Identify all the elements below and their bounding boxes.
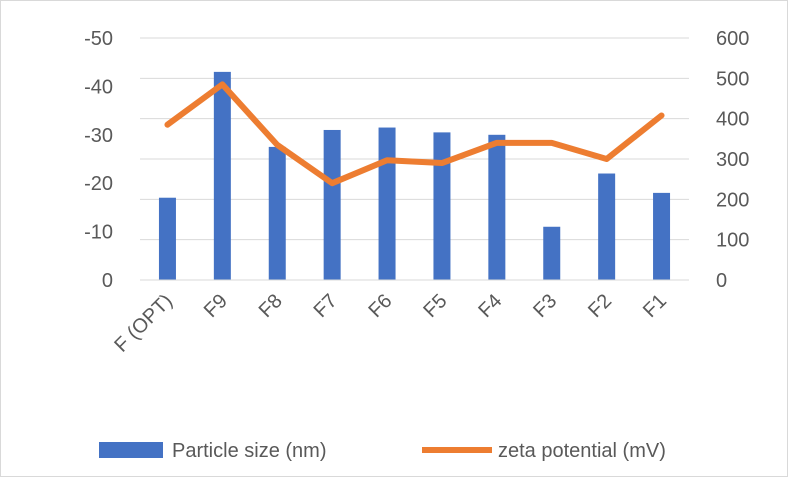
x-tick-label: F1 <box>639 290 671 322</box>
line-point <box>221 83 223 85</box>
bar <box>598 173 616 280</box>
legend-swatch-particle-size <box>99 442 163 458</box>
x-tick-label: F9 <box>200 290 232 322</box>
x-tick-label: F4 <box>474 290 506 322</box>
line-point <box>276 144 278 146</box>
y-axis-left: -50 -40 -30 -20 -10 0 <box>84 28 113 292</box>
line-point <box>441 162 443 164</box>
line-point <box>551 142 553 144</box>
bar <box>433 132 451 280</box>
line-point <box>661 114 663 116</box>
bar <box>378 127 396 280</box>
legend-label-zeta-potential: zeta potential (mV) <box>498 440 666 462</box>
y-left-tick-label: -50 <box>84 28 113 50</box>
y-right-tick-label: 600 <box>716 28 749 50</box>
y-left-tick-label: -30 <box>84 125 113 147</box>
line-series <box>164 81 665 187</box>
x-tick-label: F2 <box>584 290 616 322</box>
x-tick-label: F (OPT) <box>110 290 177 357</box>
line-point <box>606 158 608 160</box>
y-left-tick-label: -20 <box>84 173 113 195</box>
line-point <box>496 142 498 144</box>
legend-label-particle-size: Particle size (nm) <box>172 440 326 462</box>
zeta-potential-line <box>164 81 665 187</box>
x-tick-label: F3 <box>529 290 561 322</box>
bar <box>488 134 506 280</box>
x-tick-label: F7 <box>310 290 342 322</box>
line-point <box>166 124 168 126</box>
x-tick-label: F8 <box>255 290 287 322</box>
y-right-tick-label: 0 <box>716 270 727 292</box>
y-left-tick-label: -40 <box>84 76 113 98</box>
line-point <box>331 182 333 184</box>
y-left-tick-label: -10 <box>84 222 113 244</box>
bar <box>213 71 231 280</box>
bar <box>323 129 341 280</box>
y-left-tick-label: 0 <box>102 270 113 292</box>
y-axis-right: 600 500 400 300 200 100 0 <box>716 28 749 292</box>
y-right-tick-label: 200 <box>716 189 749 211</box>
y-right-tick-label: 500 <box>716 68 749 90</box>
legend: Particle size (nm) zeta potential (mV) <box>99 440 666 462</box>
bar-series <box>158 71 671 280</box>
x-axis: F (OPT) F9 F8 F7 F6 F5 F4 F3 F2 F1 <box>110 279 689 357</box>
line-point <box>386 159 388 161</box>
bar <box>653 192 671 280</box>
y-right-tick-label: 300 <box>716 149 749 171</box>
x-tick-label: F6 <box>365 290 397 322</box>
y-right-tick-label: 100 <box>716 230 749 252</box>
bar <box>268 146 286 280</box>
x-tick-label: F5 <box>419 290 451 322</box>
bar <box>158 197 176 280</box>
bar <box>543 226 561 280</box>
y-right-tick-label: 400 <box>716 109 749 131</box>
